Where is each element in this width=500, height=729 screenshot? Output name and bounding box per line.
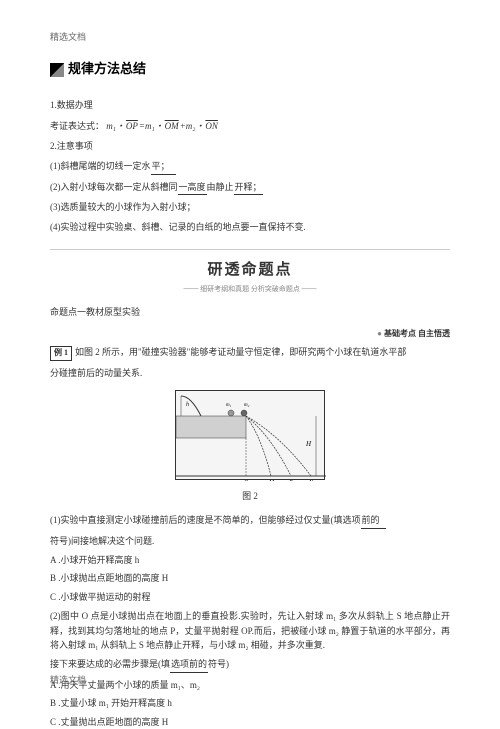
sub-3: (3)选质量较大的小球作为入射小球； <box>50 200 450 214</box>
q1-blank: 前的 <box>361 513 386 528</box>
q1-tail: 符号)间接地解决这个问题. <box>50 534 450 548</box>
svg-text:O: O <box>244 480 249 481</box>
f-op: OP <box>125 121 139 131</box>
sub2-underline: 一高度 <box>178 180 207 195</box>
subsection-title: 命题点一教材原型实验 <box>50 305 450 319</box>
q1-main: (1)实验中直接测定小球碰撞前后的速度是不简单的，但能够经过仅丈量(填选项 <box>50 515 361 525</box>
sub2-tail: 由静止 <box>207 182 234 192</box>
center-subtitle: ─── 细研考纲和真题 分析突破命题点 ─── <box>50 284 450 295</box>
subtitle-text: 细研考纲和真题 分析突破命题点 <box>200 285 300 293</box>
center-title: 研透命题点 <box>50 258 450 282</box>
sub1-underline: 平； <box>151 159 176 174</box>
option-b: B .小球抛出点距地面的高度 H <box>50 571 450 585</box>
svg-text:N: N <box>308 480 314 481</box>
svg-text:H: H <box>305 440 312 448</box>
diagram-caption: 图 2 <box>50 489 450 503</box>
section-title: 规律方法总结 <box>68 59 146 80</box>
page-footer: 精选文档 <box>50 673 86 687</box>
sub-4: (4)实验过程中实验桌、斜槽、记录的白纸的地点要一直保持不变. <box>50 220 450 234</box>
svg-text:P: P <box>288 480 293 481</box>
q1-text: (1)实验中直接测定小球碰撞前后的速度是不简单的，但能够经过仅丈量(填选项前的 <box>50 513 450 528</box>
item-1: 1.数据办理 <box>50 98 450 112</box>
sub1-text: (1)斜槽尾端的切线一定水 <box>50 161 151 171</box>
item-2: 2.注意事项 <box>50 139 450 153</box>
formula: m₁・OP=m₁・OM+m₂・ON <box>106 121 219 131</box>
diagram-svg: h m₁ m₂ H O M P N <box>176 391 326 481</box>
example-text: 例 1如图 2 所示，用"碰撞实验器"能够考证动量守恒定律，即研究两个小球在轨道… <box>50 345 450 361</box>
option-a: A .小球开始开释高度 h <box>50 553 450 567</box>
sub3-text-1: (3)选质量较大的小球作为入射小球； <box>50 202 196 212</box>
f-m2: m₂ <box>186 121 196 131</box>
sub2-text: (2)入射小球每次都一定从斜槽同 <box>50 182 178 192</box>
svg-text:M: M <box>268 480 275 481</box>
sub-2: (2)入射小球每次都一定从斜槽同一高度由静止开释； <box>50 180 450 195</box>
diagram-container: h m₁ m₂ H O M P N 图 2 <box>50 390 450 503</box>
q2-text2: 接下来要达成的必需步骤是(填选项前的符号) <box>50 657 450 672</box>
q2-blank: 选项前的 <box>170 657 208 672</box>
formula-line: 考证表达式： m₁・OP=m₁・OM+m₂・ON <box>50 119 450 133</box>
title-marker-icon <box>50 63 64 77</box>
document-content: 精选文档 规律方法总结 1.数据办理 考证表达式： m₁・OP=m₁・OM+m₂… <box>50 30 450 729</box>
svg-text:m₁: m₁ <box>226 403 232 408</box>
option-2b: B .丈量小球 m₁ 开始开释高度 h <box>50 696 450 710</box>
example-text2: 分碰撞前后的动量关系. <box>50 366 450 380</box>
q2-main: 接下来要达成的必需步骤是(填 <box>50 659 170 669</box>
section-title-block: 规律方法总结 <box>50 59 146 80</box>
example-line1: 如图 2 所示，用"碰撞实验器"能够考证动量守恒定律，即研究两个小球在轨道水平部 <box>75 347 406 357</box>
f-m1b: m₁ <box>145 121 155 131</box>
q2-tail: 符号) <box>208 659 229 669</box>
option-c: C .小球做平抛运动的射程 <box>50 590 450 604</box>
svg-text:m₂: m₂ <box>244 403 250 408</box>
option-2c: C .丈量抛出点距地面的高度 H <box>50 715 450 729</box>
example-label: 例 1 <box>50 346 72 361</box>
q2-text: (2)图中 O 点是小球抛出点在地面上的垂直投影.实验时，先让入射球 m₁ 多次… <box>50 609 450 652</box>
physics-diagram: h m₁ m₂ H O M P N <box>175 390 325 480</box>
svg-text:h: h <box>186 402 189 408</box>
f-on: ON <box>204 121 219 131</box>
page-header: 精选文档 <box>50 30 450 44</box>
option-2a: A .用天平丈量两个小球的质量 m₁、m₂ <box>50 678 450 692</box>
f-om: OM <box>164 121 180 131</box>
topic-tag: 基础考点 自主悟透 <box>50 328 450 341</box>
formula-prefix: 考证表达式： <box>50 121 104 131</box>
f-m1: m₁ <box>106 121 116 131</box>
sub-1: (1)斜槽尾端的切线一定水平； <box>50 159 450 174</box>
sub2-underline2: 开释； <box>234 180 263 195</box>
center-title-block: 研透命题点 ─── 细研考纲和真题 分析突破命题点 ─── <box>50 249 450 295</box>
